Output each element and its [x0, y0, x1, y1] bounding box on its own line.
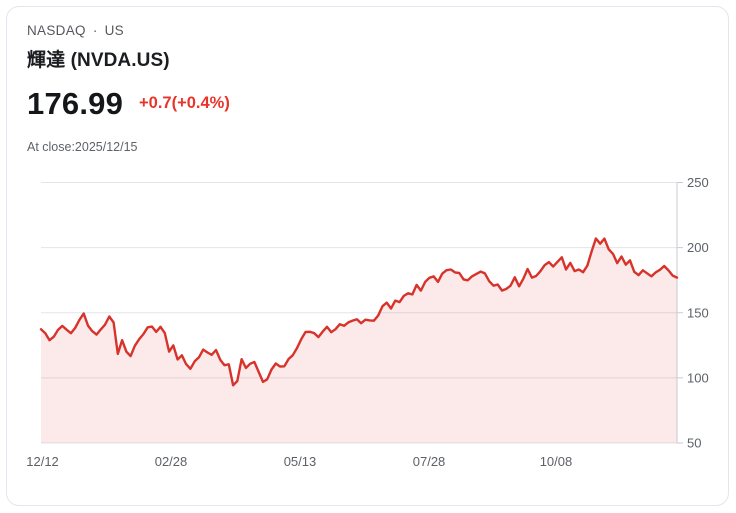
separator-dot: · [92, 23, 98, 38]
y-axis-label: 100 [687, 370, 709, 385]
y-axis-label: 150 [687, 305, 709, 320]
x-axis-label: 10/08 [540, 454, 573, 469]
price-line [39, 237, 679, 387]
price-row: 176.99 +0.7(+0.4%) [27, 86, 230, 122]
last-price: 176.99 [27, 86, 124, 121]
exchange-row: NASDAQ · US [27, 23, 124, 38]
y-axis-label: 250 [687, 175, 709, 190]
x-axis-label: 02/28 [155, 454, 188, 469]
price-change: +0.7(+0.4%) [139, 93, 230, 112]
x-axis-label: 12/12 [26, 454, 59, 469]
quote-card: NASDAQ · US 輝達 (NVDA.US) 176.99 +0.7(+0.4%… [6, 6, 729, 506]
as-of-label: At close:2025/12/15 [27, 140, 138, 154]
market-label: NASDAQ [27, 23, 86, 38]
y-axis-label: 50 [687, 436, 701, 451]
x-axis-label: 07/28 [413, 454, 446, 469]
price-area [41, 238, 677, 443]
region-label: US [104, 23, 124, 38]
stock-title: 輝達 (NVDA.US) [27, 50, 170, 71]
x-axis-label: 05/13 [284, 454, 317, 469]
y-axis-label: 200 [687, 240, 709, 255]
